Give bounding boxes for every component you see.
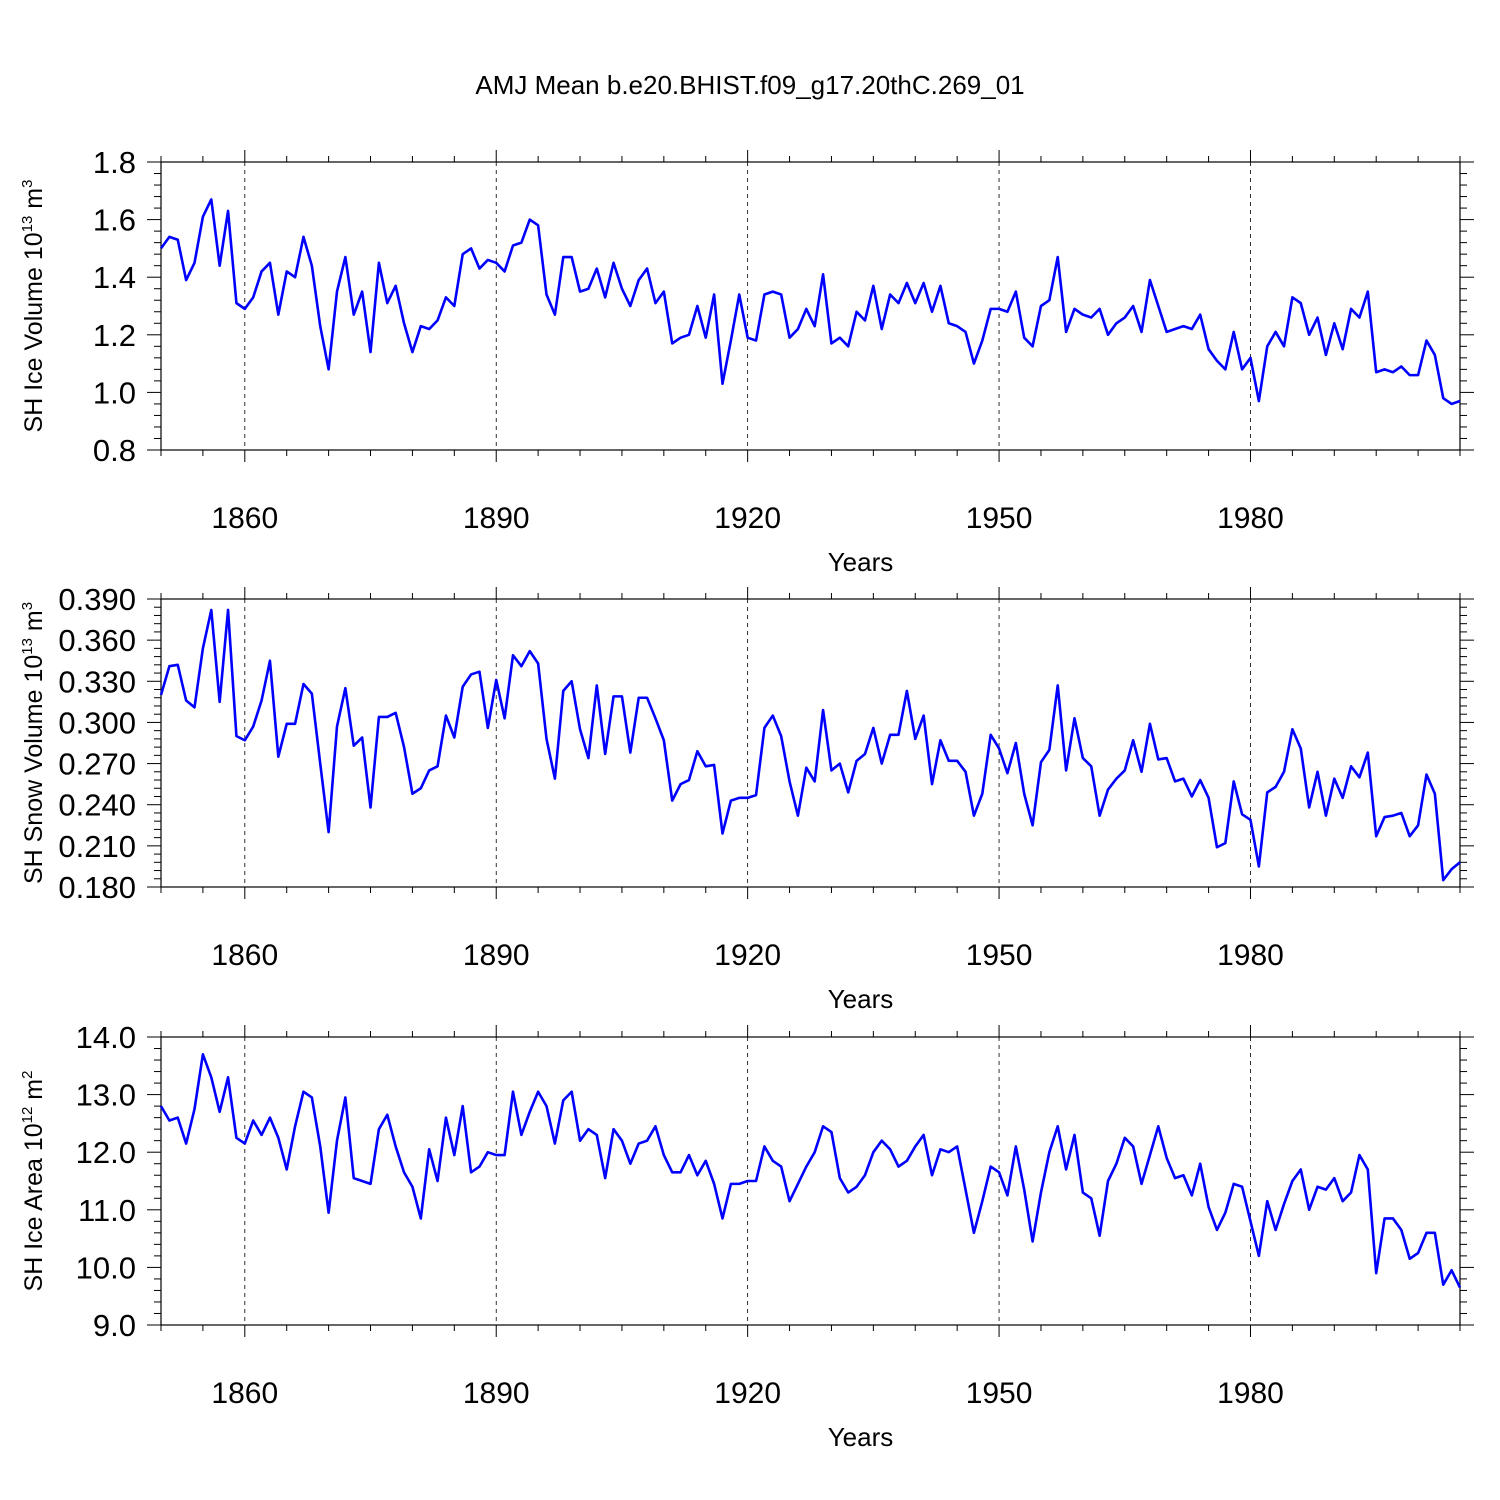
x-axis-label: Years: [828, 547, 894, 577]
y-axis-label: SH Snow Volume 1013 m3: [19, 602, 48, 884]
x-tick-label: 1890: [463, 1377, 530, 1410]
x-axis-label: Years: [828, 984, 894, 1014]
x-tick-label: 1920: [714, 1377, 781, 1410]
figure-title: AMJ Mean b.e20.BHIST.f09_g17.20thC.269_0…: [475, 70, 1025, 100]
y-tick-label: 9.0: [93, 1308, 136, 1343]
y-tick-label: 0.390: [58, 582, 136, 617]
y-tick-label: 11.0: [78, 1193, 136, 1228]
y-tick-label: 1.0: [93, 375, 136, 410]
y-tick-label: 10.0: [76, 1250, 136, 1285]
series-line-snow-volume: [159, 608, 1461, 882]
x-tick-label: 1890: [463, 502, 530, 535]
series-line-ice-volume: [159, 198, 1461, 406]
x-axis-label: Years: [828, 1422, 894, 1452]
y-tick-label: 1.2: [93, 318, 136, 353]
y-tick-label: 1.8: [93, 145, 136, 180]
x-tick-label: 1980: [1217, 1377, 1284, 1410]
y-tick-label: 0.180: [58, 870, 136, 905]
panel-ice-area: 1860 1890 1920 1950 1980 Years 9.0 10.0 11.0 12.0…: [19, 1020, 1474, 1452]
plot-frame: [160, 1036, 1461, 1326]
panel-ice-volume: 1860 1890 1920 1950 1980 Years 0.8 1.0 1.2 1.4 1.6…: [19, 145, 1474, 577]
y-tick-label: 14.0: [76, 1020, 136, 1055]
y-tick-label: 0.210: [58, 829, 136, 864]
x-tick-label: 1860: [211, 1377, 278, 1410]
x-tick-label: 1950: [966, 502, 1033, 535]
x-tick-label: 1950: [966, 939, 1033, 972]
panel-snow-volume: 1860 1890 1920 1950 1980 Years 0.180 0.210 0.240…: [19, 582, 1474, 1014]
x-tick-label: 1920: [714, 502, 781, 535]
y-tick-label: 0.240: [58, 788, 136, 823]
series-line-ice-area: [159, 1052, 1462, 1289]
x-tick-label: 1950: [966, 1377, 1033, 1410]
x-tick-label: 1890: [463, 939, 530, 972]
y-tick-label: 0.8: [93, 433, 136, 468]
y-tick-label: 0.300: [58, 705, 136, 740]
x-tick-label: 1860: [211, 939, 278, 972]
y-axis-label: SH Ice Area 1012 m2: [19, 1071, 48, 1292]
y-tick-label: 0.330: [58, 664, 136, 699]
y-axis-label: SH Ice Volume 1013 m3: [19, 180, 48, 433]
x-tick-label: 1860: [211, 502, 278, 535]
x-tick-label: 1980: [1217, 502, 1284, 535]
y-tick-label: 0.270: [58, 747, 136, 782]
plot-frame: [160, 161, 1461, 451]
x-tick-label: 1920: [714, 939, 781, 972]
y-tick-label: 0.360: [58, 623, 136, 658]
y-tick-label: 13.0: [76, 1078, 136, 1113]
plot-frame: [160, 598, 1461, 888]
y-tick-label: 12.0: [76, 1135, 136, 1170]
x-tick-label: 1980: [1217, 939, 1284, 972]
y-tick-label: 1.4: [93, 260, 136, 295]
y-tick-label: 1.6: [93, 203, 136, 238]
